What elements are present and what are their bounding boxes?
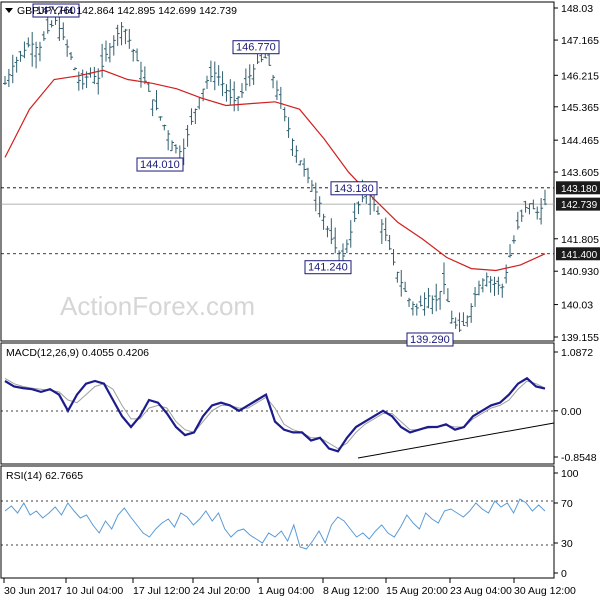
- swing-label-box: [406, 332, 454, 347]
- macd-signal-line: [4, 377, 546, 450]
- price-tick-label: 145.365: [561, 102, 599, 114]
- price-panel-frame: [0, 1, 555, 342]
- level-tag: [556, 181, 600, 195]
- macd-axis: 1.0872 0.00 -0.8548: [554, 347, 597, 464]
- level-tag-text: 143.180: [561, 184, 598, 195]
- swing-label-box: [32, 3, 80, 18]
- price-tick-label: 139.155: [561, 332, 599, 344]
- time-tick-label: 15 Aug 20:00: [386, 585, 448, 597]
- time-tick-label: 23 Aug 04:00: [450, 585, 512, 597]
- swing-labels: 147.760 144.010 146.770 143.180 141.240 139.2…: [32, 3, 454, 347]
- current-price-tag: [556, 197, 600, 211]
- price-tag: 142.739: [556, 197, 600, 211]
- macd-tick-label: 0.00: [561, 406, 582, 418]
- macd-main-line: [4, 376, 546, 453]
- swing-label-text: 143.180: [334, 183, 374, 195]
- time-tick-label: 1 Aug 04:00: [258, 585, 314, 597]
- price-tick-label: 143.605: [561, 167, 599, 179]
- macd-tick-label: 1.0872: [561, 347, 593, 359]
- swing-label-text: 139.290: [410, 334, 450, 346]
- rsi-axis: 100 70 30 0: [554, 468, 579, 580]
- time-tick-label: 17 Jul 12:00: [133, 585, 190, 597]
- macd-tick-label: -0.8548: [561, 452, 597, 464]
- price-tick-label: 147.165: [561, 35, 599, 47]
- current-price-tag-text: 142.739: [561, 200, 598, 211]
- time-axis: 30 Jun 2017 10 Jul 04:00 17 Jul 12:00 24 Ju…: [3, 578, 576, 597]
- rsi-panel-frame: [0, 465, 555, 579]
- price-tick-label: 148.03: [561, 3, 593, 15]
- rsi-tick-label: 0: [561, 568, 567, 580]
- time-tick-label: 10 Jul 04:00: [66, 585, 123, 597]
- macd-panel-frame: [0, 342, 555, 465]
- time-tick-label: 8 Aug 12:00: [323, 585, 379, 597]
- time-tick-label: 30 Jun 2017: [4, 585, 62, 597]
- rsi-tick-label: 30: [561, 538, 573, 550]
- macd-header: MACD(12,26,9) 0.4055 0.4206: [6, 347, 149, 359]
- swing-label-box: [136, 157, 184, 172]
- price-tick-label: 144.465: [561, 135, 599, 147]
- swing-label-box: [330, 181, 378, 196]
- rsi-header: RSI(14) 62.7665: [6, 470, 83, 482]
- watermark: ActionForex.com: [60, 291, 255, 321]
- rsi-line: [4, 498, 546, 550]
- swing-label-text: 141.240: [308, 262, 348, 274]
- swing-label-box: [232, 40, 280, 55]
- time-tick-label: 24 Jul 20:00: [193, 585, 250, 597]
- rsi-tick-label: 70: [561, 498, 573, 510]
- price-axis: 148.03 147.165 146.215 145.365 144.465 143.60…: [554, 3, 599, 344]
- time-tick-label: 30 Aug 12:00: [514, 585, 576, 597]
- price-candles: [3, 9, 547, 333]
- dropdown-triangle-icon: [5, 8, 13, 13]
- rsi-tick-label: 100: [561, 468, 579, 480]
- level-tag: [556, 247, 600, 261]
- price-tick-label: 146.215: [561, 70, 599, 82]
- level-tag-text: 141.400: [561, 250, 598, 261]
- price-tick-label: 140.930: [561, 266, 599, 278]
- price-level-lines: 143.180 141.400: [1, 181, 600, 261]
- price-tick-label: 140.03: [561, 300, 593, 312]
- swing-label-text: 144.010: [140, 159, 180, 171]
- swing-label-text: 147.760: [36, 5, 76, 17]
- price-tick-label: 141.805: [561, 234, 599, 246]
- swing-label-text: 146.770: [236, 42, 276, 54]
- moving-average-line: [4, 69, 546, 272]
- swing-label-box: [304, 260, 352, 275]
- price-header: GBPJPY,H4 142.864 142.895 142.699 142.73…: [17, 5, 237, 17]
- macd-trendline: [357, 422, 555, 459]
